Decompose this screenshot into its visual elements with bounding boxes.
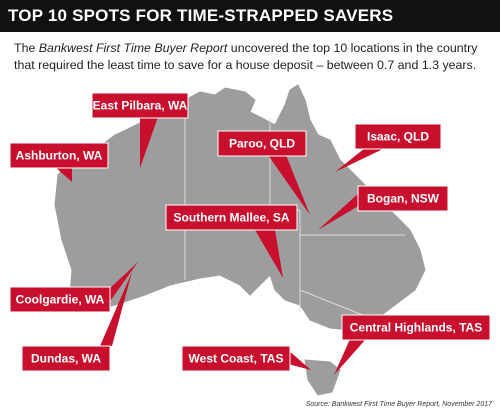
label-box [217, 130, 307, 157]
callout-pointer [335, 148, 385, 172]
location-label: East Pilbara, WA [93, 99, 188, 113]
label-box [21, 345, 111, 372]
location-callout: Isaac, QLD [335, 123, 442, 172]
location-label: Central Highlands, TAS [350, 321, 482, 335]
intro-text: The [14, 41, 39, 55]
location-label: Bogan, NSW [367, 192, 440, 206]
location-label: Coolgardie, WA [16, 293, 105, 307]
location-label: Dundas, WA [31, 352, 101, 366]
callout-pointer [100, 272, 132, 346]
location-callout: Dundas, WA [21, 272, 132, 372]
tasmania [304, 359, 341, 396]
callout-pointer [255, 230, 283, 278]
callout-pointer [55, 167, 72, 182]
title: TOP 10 SPOTS FOR TIME-STRAPPED SAVERS [0, 0, 500, 32]
callout-pointer [268, 155, 310, 215]
location-label: Isaac, QLD [367, 130, 429, 144]
label-box [354, 123, 442, 150]
label-box [181, 345, 291, 372]
source: Source: Bankwest First Time Buyer Report… [305, 401, 492, 408]
label-box [91, 92, 189, 119]
label-box [341, 314, 491, 341]
callout-pointer [318, 192, 360, 230]
location-callout: Ashburton, WA [9, 142, 109, 182]
location-callout: East Pilbara, WA [91, 92, 189, 168]
label-box [357, 185, 449, 212]
location-label: Paroo, QLD [229, 137, 295, 151]
location-callout: Southern Mallee, SA [165, 204, 298, 278]
callout-pointer [108, 262, 138, 304]
label-box [9, 142, 109, 169]
location-label: Ashburton, WA [16, 149, 103, 163]
callout-pointer [288, 350, 311, 370]
location-callout: Central Highlands, TAS [334, 314, 491, 375]
location-label: West Coast, TAS [189, 352, 284, 366]
location-callout: Paroo, QLD [217, 130, 310, 215]
callout-pointer [334, 339, 366, 375]
intro-emphasis: Bankwest First Time Buyer Report [38, 41, 228, 55]
callout-pointer [140, 117, 158, 168]
intro-text: uncovered the top 10 locations in the co… [14, 41, 478, 72]
location-label: Southern Mallee, SA [173, 211, 289, 225]
location-callout: Bogan, NSW [318, 185, 449, 230]
intro: The Bankwest First Time Buyer Report unc… [14, 40, 489, 74]
label-box [9, 286, 111, 313]
location-callout: Coolgardie, WA [9, 262, 138, 313]
location-callout: West Coast, TAS [181, 345, 311, 372]
label-box [165, 204, 298, 231]
